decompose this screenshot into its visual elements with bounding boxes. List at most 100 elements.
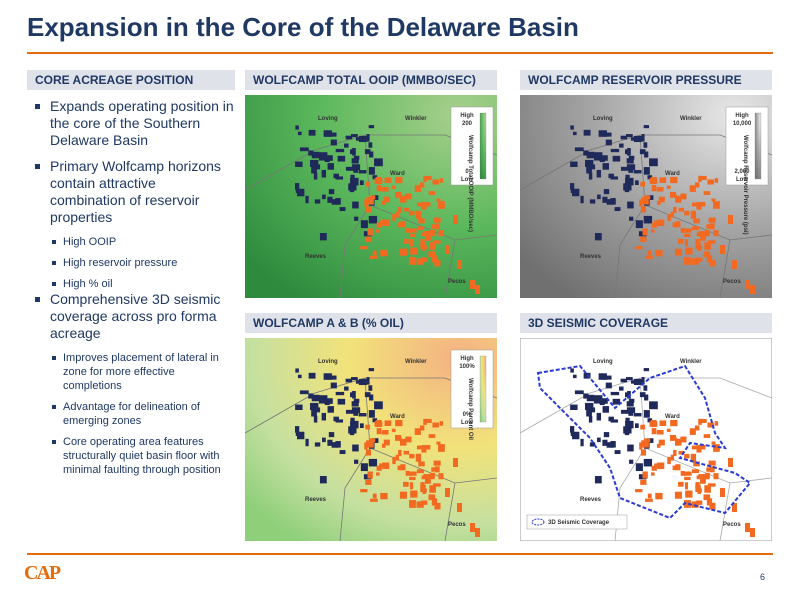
- acreage-block: [583, 129, 591, 136]
- acreage-block: [689, 185, 696, 192]
- acreage-block: [610, 176, 619, 180]
- acreage-block: [420, 257, 428, 262]
- acreage-block: [672, 222, 677, 228]
- acreage-block: [593, 156, 602, 161]
- acreage-block: [416, 258, 424, 265]
- acreage-block: [394, 434, 402, 441]
- acreage-block: [327, 163, 334, 170]
- acreage-block: [707, 483, 716, 487]
- acreage-block: [720, 488, 725, 497]
- acreage-block: [633, 170, 642, 174]
- acreage-block: [651, 229, 655, 233]
- acreage-block: [335, 198, 341, 205]
- acreage-block: [324, 398, 333, 404]
- acreage-block: [647, 418, 653, 423]
- acreage-block: [372, 250, 377, 256]
- map: Loving Winkler Ward Reeves Pecos High 100% Wolf…: [245, 338, 497, 541]
- acreage-block: [399, 491, 407, 499]
- acreage-block: [685, 247, 693, 255]
- acreage-block: [626, 429, 630, 433]
- acreage-block: [368, 458, 378, 467]
- acreage-block: [651, 465, 657, 471]
- acreage-block: [297, 131, 302, 136]
- acreage-block: [658, 439, 665, 446]
- acreage-block: [439, 421, 444, 426]
- county-label: Loving: [593, 359, 613, 365]
- acreage-block: [339, 450, 346, 455]
- acreage-block: [311, 408, 317, 417]
- acreage-block: [351, 429, 355, 433]
- county-label: Reeves: [580, 497, 602, 503]
- acreage-block: [416, 226, 424, 231]
- acreage-block: [641, 440, 649, 448]
- acreage-block: [640, 206, 647, 213]
- legend-max: 100%: [459, 364, 475, 370]
- acreage-block: [713, 201, 720, 209]
- acreage-block: [602, 132, 612, 137]
- acreage-block: [700, 202, 706, 207]
- acreage-block: [690, 210, 697, 219]
- acreage-block: [370, 498, 378, 502]
- acreage-block: [344, 143, 349, 148]
- acreage-block: [429, 485, 436, 493]
- acreage-block: [612, 155, 621, 162]
- acreage-block: [324, 155, 333, 161]
- acreage-block: [588, 415, 593, 423]
- acreage-block: [583, 393, 589, 399]
- acreage-block: [429, 229, 435, 235]
- acreage-block: [625, 377, 633, 381]
- acreage-block: [295, 125, 299, 130]
- acreage-block: [629, 459, 634, 464]
- acreage-block: [376, 229, 380, 233]
- acreage-block: [706, 224, 715, 229]
- acreage-block: [432, 483, 441, 487]
- acreage-block: [589, 442, 596, 447]
- acreage-block: [428, 191, 436, 195]
- acreage-block: [597, 194, 601, 200]
- acreage-block: [352, 147, 356, 156]
- acreage-block: [308, 129, 316, 136]
- acreage-block: [381, 429, 389, 435]
- acreage-block: [398, 206, 402, 214]
- acreage-block: [633, 378, 642, 386]
- acreage-block: [392, 213, 396, 222]
- acreage-block: [354, 459, 359, 464]
- acreage-block: [608, 173, 614, 179]
- acreage-block: [745, 523, 750, 532]
- acreage-block: [643, 438, 651, 443]
- acreage-block: [313, 415, 318, 423]
- acreage-block: [372, 175, 378, 180]
- county-line: [444, 239, 456, 298]
- acreage-block: [308, 150, 314, 156]
- acreage-block: [641, 197, 649, 205]
- acreage-block: [376, 465, 382, 471]
- county-label: Ward: [390, 414, 405, 420]
- acreage-block: [457, 503, 462, 512]
- acreage-block: [305, 195, 309, 204]
- acreage-block: [436, 198, 441, 202]
- acreage-block: [410, 247, 418, 255]
- acreage-block: [641, 377, 645, 385]
- acreage-block: [678, 238, 684, 244]
- acreage-block: [699, 476, 706, 484]
- acreage-block: [368, 385, 373, 391]
- acreage-block: [666, 185, 671, 189]
- acreage-block: [694, 182, 700, 188]
- acreage-block: [418, 461, 425, 467]
- bullet-text: Comprehensive 3D seismic coverage across…: [50, 291, 221, 341]
- acreage-block: [586, 151, 595, 159]
- acreage-block: [707, 422, 714, 428]
- acreage-block: [410, 490, 418, 498]
- acreage-block: [593, 399, 602, 404]
- acreage-block: [635, 246, 643, 250]
- acreage-block: [318, 156, 327, 161]
- acreage-block: [374, 158, 383, 167]
- acreage-block: [445, 488, 450, 497]
- acreage-block: [684, 257, 691, 265]
- acreage-block: [330, 139, 337, 146]
- acreage-block: [391, 185, 396, 189]
- acreage-block: [322, 194, 326, 200]
- acreage-block: [299, 147, 309, 152]
- acreage-block: [418, 218, 425, 224]
- acreage-block: [409, 482, 414, 490]
